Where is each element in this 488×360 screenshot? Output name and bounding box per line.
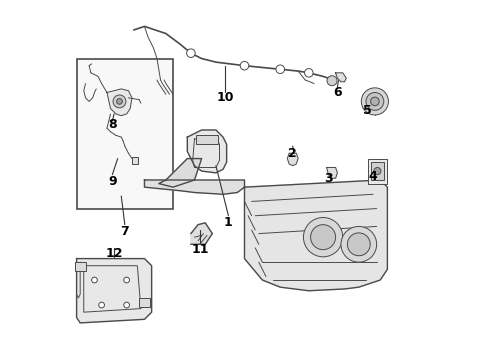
Polygon shape bbox=[144, 180, 244, 194]
Bar bbox=[370, 162, 384, 180]
Circle shape bbox=[326, 76, 336, 86]
Circle shape bbox=[365, 93, 383, 111]
Text: 8: 8 bbox=[108, 118, 117, 131]
Bar bbox=[196, 135, 217, 144]
Circle shape bbox=[361, 88, 387, 115]
Text: 9: 9 bbox=[108, 175, 117, 188]
Circle shape bbox=[116, 99, 122, 104]
Text: 1: 1 bbox=[224, 216, 232, 229]
Circle shape bbox=[310, 225, 335, 249]
Circle shape bbox=[123, 277, 129, 283]
Bar bbox=[77, 59, 173, 208]
Circle shape bbox=[186, 49, 195, 58]
Circle shape bbox=[113, 95, 125, 108]
Text: 5: 5 bbox=[363, 104, 371, 117]
Circle shape bbox=[304, 68, 312, 77]
Circle shape bbox=[123, 302, 129, 308]
Text: 11: 11 bbox=[191, 243, 208, 256]
Text: 7: 7 bbox=[120, 225, 129, 238]
Circle shape bbox=[340, 226, 376, 262]
Text: 10: 10 bbox=[216, 91, 233, 104]
Text: 3: 3 bbox=[324, 172, 332, 185]
Bar bbox=[132, 157, 138, 164]
Polygon shape bbox=[107, 89, 132, 116]
Polygon shape bbox=[77, 258, 151, 323]
Circle shape bbox=[303, 217, 342, 257]
Polygon shape bbox=[190, 223, 212, 244]
Circle shape bbox=[240, 62, 248, 70]
Circle shape bbox=[346, 233, 369, 256]
Circle shape bbox=[370, 97, 378, 106]
Bar bbox=[139, 298, 149, 307]
Text: 2: 2 bbox=[288, 147, 297, 160]
Circle shape bbox=[91, 277, 97, 283]
Text: 12: 12 bbox=[105, 247, 122, 260]
Circle shape bbox=[275, 65, 284, 73]
Bar bbox=[75, 262, 85, 271]
Bar bbox=[367, 158, 386, 184]
Polygon shape bbox=[244, 180, 386, 291]
Circle shape bbox=[99, 302, 104, 308]
Circle shape bbox=[373, 167, 380, 175]
Polygon shape bbox=[187, 130, 226, 173]
Polygon shape bbox=[159, 158, 201, 187]
Text: 4: 4 bbox=[368, 170, 377, 183]
Polygon shape bbox=[335, 73, 346, 82]
Polygon shape bbox=[287, 153, 298, 166]
Polygon shape bbox=[326, 167, 337, 178]
Text: 6: 6 bbox=[332, 86, 341, 99]
